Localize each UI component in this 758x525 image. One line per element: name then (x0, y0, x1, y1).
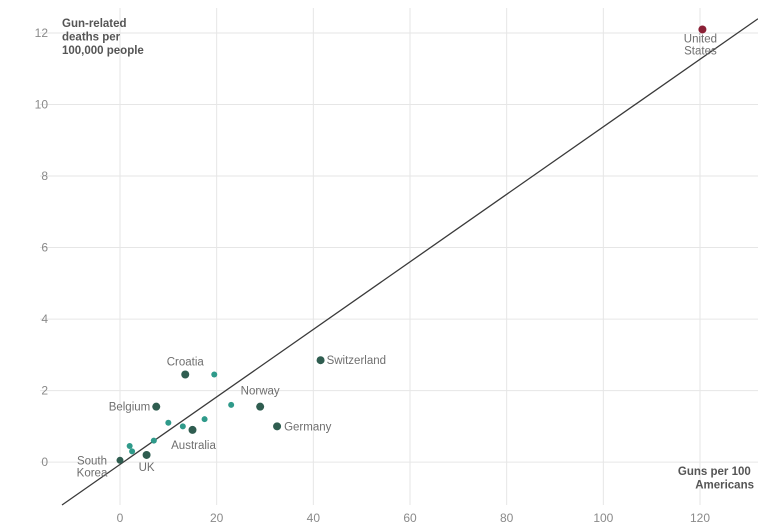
y-tick-label: 8 (41, 169, 48, 183)
y-axis-title-line-2: deaths per (62, 32, 121, 44)
data-point (273, 422, 282, 431)
x-tick-label: 60 (403, 511, 417, 525)
point-label: Germany (284, 421, 332, 433)
x-tick-label: 40 (307, 511, 321, 525)
x-tick-label: 20 (210, 511, 224, 525)
y-tick-labels: 0 2 4 6 8 10 12 (35, 26, 49, 469)
data-point (201, 416, 208, 423)
y-tick-label: 0 (41, 455, 48, 469)
point-label: South Korea (77, 455, 108, 479)
data-point (116, 456, 124, 464)
point-labels: United States Switzerland Croatia Norway Germ… (77, 33, 717, 479)
point-label-line: States (684, 45, 717, 57)
point-label: UK (139, 462, 155, 474)
y-tick-label: 6 (41, 241, 48, 255)
y-tick-label: 12 (35, 26, 49, 40)
point-label: Belgium (109, 402, 151, 414)
data-point (165, 419, 172, 426)
x-axis-title-line-1: Guns per 100 (678, 466, 751, 478)
data-point (256, 402, 265, 411)
y-axis-title-line-1: Gun-related (62, 18, 127, 30)
x-tick-label: 0 (117, 511, 124, 525)
point-label-line: United (684, 33, 717, 45)
point-label-line: Australia (171, 440, 216, 452)
x-tick-labels: 0 20 40 60 80 100 120 (117, 511, 711, 525)
point-label-line: Belgium (109, 402, 151, 414)
y-tick-label: 4 (41, 312, 48, 326)
point-label-line: Croatia (167, 356, 205, 368)
data-point (698, 25, 707, 34)
data-point (211, 371, 218, 378)
y-axis-title-line-3: 100,000 people (62, 45, 144, 57)
point-label-line: Korea (77, 467, 108, 479)
point-label-line: Switzerland (327, 355, 386, 367)
data-point (129, 448, 136, 455)
data-point (228, 401, 235, 408)
x-tick-label: 80 (500, 511, 514, 525)
point-label-line: UK (139, 462, 155, 474)
x-tick-label: 120 (690, 511, 710, 525)
grid (40, 8, 758, 505)
trend-line (61, 18, 758, 506)
point-label-line: Germany (284, 421, 332, 433)
y-axis-title: Gun-related deaths per 100,000 people (62, 18, 144, 57)
point-label: United States (684, 33, 717, 57)
point-label: Norway (241, 386, 280, 398)
x-axis-title-line-2: Americans (695, 480, 754, 492)
point-label: Australia (171, 440, 216, 452)
data-point (126, 443, 133, 450)
y-tick-label: 10 (35, 98, 49, 112)
x-axis-title: Guns per 100 Americans (678, 466, 754, 492)
data-point (150, 437, 157, 444)
data-point (316, 356, 325, 365)
data-point (179, 423, 186, 430)
data-point (188, 425, 197, 434)
x-tick-label: 100 (593, 511, 613, 525)
data-point (152, 402, 161, 411)
point-label-line: South (77, 455, 107, 467)
point-label-line: Norway (241, 386, 280, 398)
data-point (181, 370, 190, 379)
data-points (116, 25, 707, 464)
data-point (142, 450, 151, 459)
y-tick-label: 2 (41, 384, 48, 398)
point-label: Croatia (167, 356, 205, 368)
point-label: Switzerland (327, 355, 386, 367)
